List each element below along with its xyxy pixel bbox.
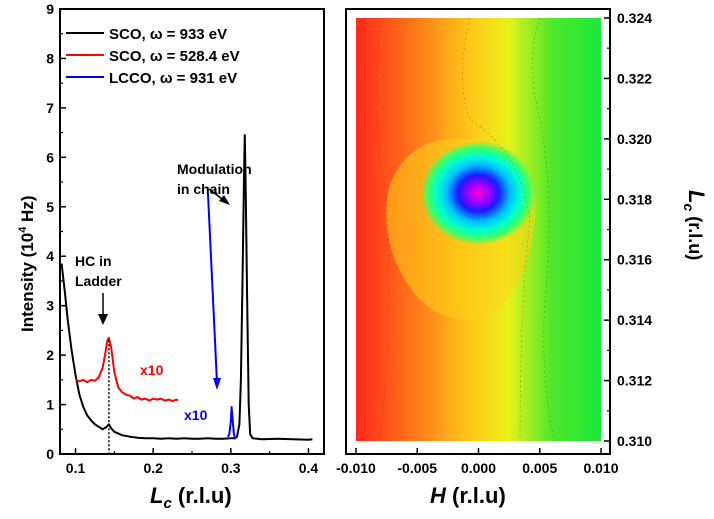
right-xlabel-main: H [430,483,447,508]
x-tick-label: 0.2 [143,460,163,476]
right-ylabel-main: L [684,190,709,203]
y-tick-label: 9 [46,1,54,17]
left-series-group [60,134,313,441]
y-tick-label: 0.320 [617,131,652,147]
legend-label-sco-528: SCO, ω = 528.4 eV [109,48,240,65]
x-tick-label: 0.1 [66,460,86,476]
left-xlabel-main: L [150,483,163,508]
contour-line [375,29,390,441]
intensity-line-chart: 0.1 0.2 0.3 0.4 0 1 2 3 4 5 6 7 8 9 SCO, ω = 933 eV S… [17,1,325,512]
right-ylabel-sub: c [681,203,697,211]
annotation-modulation-line1: Modulation [177,161,252,177]
y-tick-label: 6 [46,149,54,165]
y-tick-label: 0.310 [617,433,652,449]
heatmap-fill [356,18,601,441]
legend: SCO, ω = 933 eV SCO, ω = 528.4 eV LCCO, … [66,26,240,87]
x-tick-label: 0.010 [583,460,618,476]
y-tick-label: 8 [46,50,54,66]
annotation-hc-line2: Ladder [75,273,122,289]
left-xlabel-sub: c [163,495,172,512]
y-tick-label: 0.316 [617,252,652,268]
series-line-1 [75,336,179,403]
left-xlabel: Lc (r.l.u) [150,483,232,512]
left-axis-ticks: 0.1 0.2 0.3 0.4 0 1 2 3 4 5 6 7 8 9 [46,1,318,476]
right-xlabel: H (r.l.u) [430,483,506,508]
left-ylabel-sup: 4 [17,226,29,233]
y-tick-label: 0.324 [617,10,652,26]
legend-label-sco-933: SCO, ω = 933 eV [109,26,227,43]
right-xlabel-unit: (r.l.u) [446,483,506,508]
y-tick-label: 0.318 [617,191,652,207]
annotation-modulation-line2: in chain [177,181,230,197]
right-axis-ticks: -0.010 -0.005 0.000 0.005 0.010 0.310 0.312 0.3… [336,10,652,476]
right-ylabel: Lc (r.l.u) [681,190,709,260]
hc-arrowhead [98,314,108,325]
left-ylabel: Intensity (104 Hz) [17,196,37,333]
heatmap-peak-spot [420,141,537,246]
x-tick-label: -0.005 [397,460,437,476]
annotation-x10-blue: x10 [184,407,208,423]
contour-line [462,18,531,441]
y-tick-label: 0.312 [617,373,652,389]
annotation-x10-red: x10 [140,362,164,378]
y-tick-label: 7 [46,100,54,116]
y-tick-label: 3 [46,298,54,314]
x-tick-label: 0.3 [221,460,241,476]
x-tick-label: -0.010 [336,460,376,476]
contour-heatmap: -0.010 -0.005 0.000 0.005 0.010 0.310 0.312 0.3… [336,8,709,508]
left-ylabel-main: Intensity (10 [18,233,37,332]
legend-label-lcco-931: LCCO, ω = 931 eV [109,70,237,87]
modulation-blue-arrowhead [213,378,221,390]
x-tick-label: 0.4 [299,460,319,476]
y-tick-label: 4 [46,248,54,264]
x-tick-label: 0.005 [522,460,557,476]
modulation-blue-arrow [207,193,218,384]
contour-line [532,18,556,441]
annotation-hc-line1: HC in [75,253,112,269]
y-tick-label: 2 [46,347,54,363]
y-tick-label: 0 [46,446,54,462]
series-line-2 [226,406,237,440]
y-tick-label: 0.314 [617,312,652,328]
y-tick-label: 1 [46,397,54,413]
y-tick-label: 0.322 [617,70,652,86]
left-xlabel-unit: (r.l.u) [172,483,232,508]
modulation-black-arrowhead [219,195,230,205]
y-tick-label: 5 [46,199,54,215]
right-ylabel-unit: (r.l.u) [685,211,705,260]
x-tick-label: 0.000 [461,460,496,476]
left-ylabel-unit: Hz) [18,196,37,227]
series-line-0 [60,134,313,441]
